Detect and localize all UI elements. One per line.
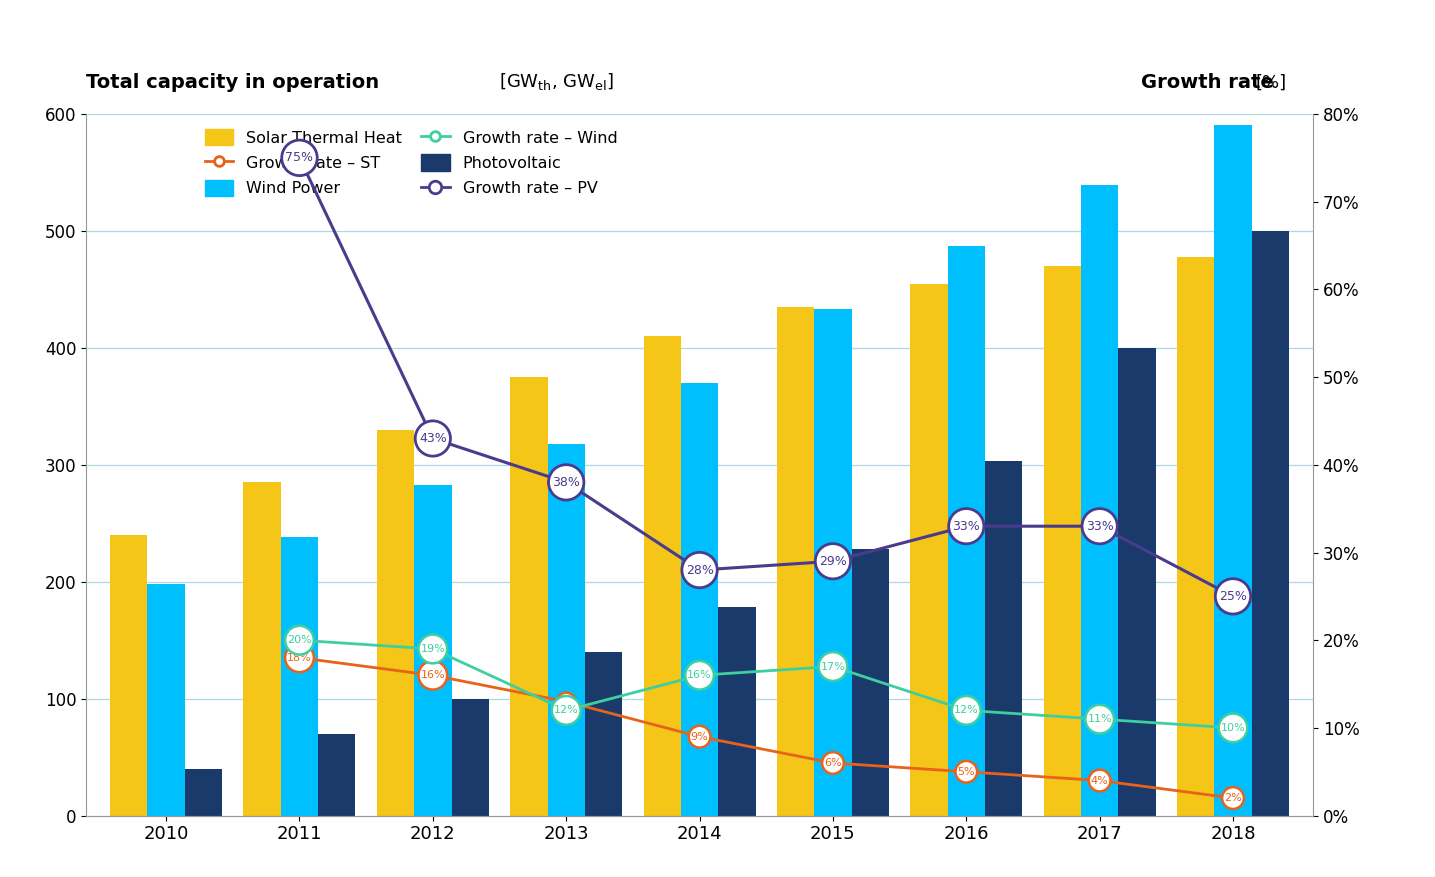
Bar [719,608,756,816]
Text: 33%: 33% [953,520,980,532]
Bar [110,535,148,816]
Bar [1043,266,1081,816]
Text: 12%: 12% [954,705,979,716]
Text: 11%: 11% [1088,714,1112,724]
Text: 6%: 6% [824,758,842,768]
Bar [511,377,548,816]
Text: 10%: 10% [1221,723,1246,733]
Text: 29%: 29% [819,555,847,567]
Text: 19%: 19% [420,644,445,654]
Bar [984,461,1022,816]
Bar [947,246,984,816]
Text: 43%: 43% [419,432,446,445]
Bar [1177,257,1214,816]
Bar [1251,231,1289,816]
Bar [244,482,281,816]
Bar [1214,125,1251,816]
Text: 2%: 2% [1224,793,1241,803]
Text: 13: 13 [560,696,573,707]
Legend: Solar Thermal Heat, Growth rate – ST, Wind Power, Growth rate – Wind, Photovolta: Solar Thermal Heat, Growth rate – ST, Wi… [205,129,617,196]
Bar [910,283,947,816]
Text: 9%: 9% [690,731,709,742]
Text: 25%: 25% [1220,590,1247,602]
Text: 12%: 12% [554,705,578,716]
Bar [281,538,319,816]
Bar [319,734,356,816]
Bar [148,584,185,816]
Text: 33%: 33% [1086,520,1114,532]
Bar [548,444,585,816]
Bar [1081,185,1118,816]
Text: Total capacity in operation: Total capacity in operation [86,73,379,92]
Text: 20%: 20% [287,635,311,645]
Bar [585,652,623,816]
Bar [452,699,489,816]
Bar [377,430,415,816]
Text: 16%: 16% [687,670,712,681]
Bar [415,485,452,816]
Bar [1118,348,1155,816]
Bar [851,549,888,816]
Text: 75%: 75% [286,152,313,164]
Text: 16%: 16% [420,670,445,681]
Text: 38%: 38% [552,476,580,488]
Text: [%]: [%] [1256,74,1287,92]
Text: Growth rate: Growth rate [1141,73,1274,92]
Text: 18%: 18% [287,652,311,663]
Bar [814,310,851,816]
Bar [776,307,814,816]
Bar [643,336,680,816]
Bar [680,383,719,816]
Bar [185,769,222,816]
Text: 17%: 17% [821,661,845,672]
Text: 28%: 28% [686,564,713,576]
Text: [GW$_{\mathregular{th}}$, GW$_{\mathregular{el}}$]: [GW$_{\mathregular{th}}$, GW$_{\mathregu… [499,71,614,92]
Text: 5%: 5% [957,766,976,777]
Text: 4%: 4% [1091,775,1108,786]
